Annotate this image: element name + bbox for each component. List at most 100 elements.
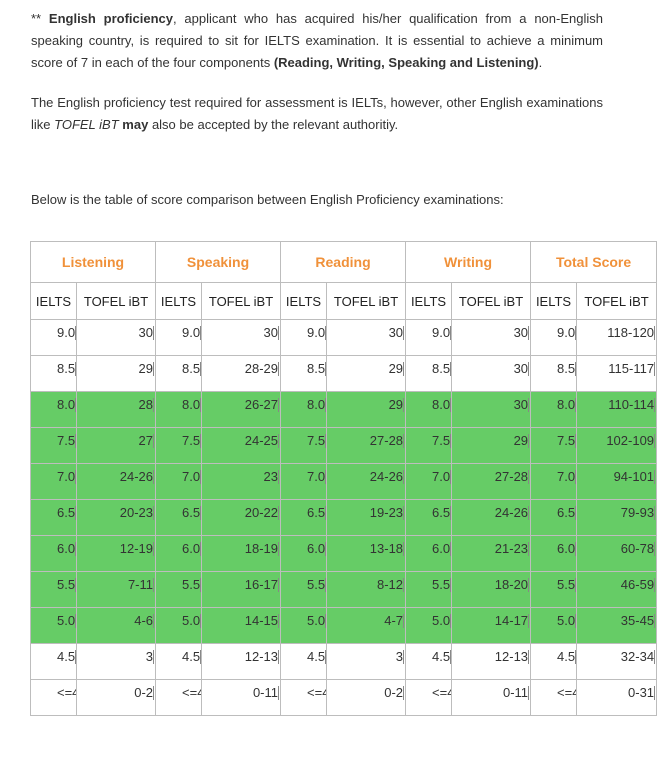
- score-value: 8.0: [57, 397, 76, 412]
- table-row: 6.5 20-23 6.5 20-22 6.5 19-23 6.5 24-26 6.5 79-93: [30, 499, 658, 536]
- ielts-score-cell: 8.5: [30, 355, 77, 392]
- score-value: 0-31: [628, 685, 656, 700]
- score-value: <=4: [432, 686, 451, 700]
- ielts-score-cell: 4.5: [405, 643, 453, 680]
- ielts-score-cell: 6.0: [30, 535, 77, 572]
- score-comparison-table: Listening Speaking Reading Writing Total…: [29, 241, 658, 716]
- toefl-score-cell: 30: [451, 355, 532, 392]
- score-value: 28: [138, 397, 155, 412]
- ielts-score-cell: <=4: [30, 679, 77, 716]
- table-row: 4.5 3 4.5 12-13 4.5 3 4.5 12-13 4.5 32-34: [30, 643, 658, 680]
- ielts-score-cell: 6.0: [530, 535, 578, 572]
- score-value: 14-17: [494, 613, 530, 628]
- score-value: 8.0: [557, 397, 576, 412]
- score-value: 9.0: [57, 325, 76, 340]
- score-value: 21-23: [494, 541, 530, 556]
- ielts-score-cell: 6.5: [405, 499, 453, 536]
- score-value: 0-11: [502, 685, 530, 700]
- toefl-score-cell: 102-109: [576, 427, 658, 464]
- ielts-score-cell: 7.5: [280, 427, 328, 464]
- score-value: 9.0: [182, 325, 201, 340]
- score-value: 115-117: [608, 361, 656, 376]
- score-value: 79-93: [620, 505, 656, 520]
- score-value: 8.5: [182, 361, 201, 376]
- score-value: 5.0: [307, 613, 326, 628]
- score-value: 13-18: [369, 541, 405, 556]
- table-row: 9.0 30 9.0 30 9.0 30 9.0 30 9.0 118-120: [30, 319, 658, 356]
- score-value: 6.0: [432, 541, 451, 556]
- score-value: 7.5: [557, 433, 576, 448]
- ielts-score-cell: 4.5: [280, 643, 328, 680]
- toefl-score-cell: 26-27: [201, 391, 282, 428]
- score-value: 110-114: [608, 397, 656, 412]
- toefl-score-cell: 24-25: [201, 427, 282, 464]
- ielts-score-cell: 7.5: [155, 427, 203, 464]
- ielts-score-cell: 5.5: [280, 571, 328, 608]
- toefl-score-cell: 4-6: [75, 607, 157, 644]
- score-value: 7.5: [57, 433, 76, 448]
- score-value: 4-6: [134, 613, 155, 628]
- score-value: 6.5: [57, 505, 76, 520]
- toefl-score-cell: 28-29: [201, 355, 282, 392]
- p2-text-end: also be accepted by the relevant authori…: [148, 117, 399, 132]
- score-value: 7.5: [182, 433, 201, 448]
- score-value: 5.0: [432, 613, 451, 628]
- score-value: 9.0: [432, 325, 451, 340]
- score-value: 8.5: [307, 361, 326, 376]
- score-value: 4.5: [557, 649, 576, 664]
- score-value: 0-11: [252, 685, 280, 700]
- ielts-score-cell: 7.5: [30, 427, 77, 464]
- english-proficiency-paragraph: ** English proficiency, applicant who ha…: [31, 8, 603, 74]
- score-value: 7.0: [182, 469, 201, 484]
- table-row: 5.5 7-11 5.5 16-17 5.5 8-12 5.5 18-20 5.5 46-59: [30, 571, 658, 608]
- p1-components: (Reading, Writing, Speaking and Listenin…: [273, 55, 539, 70]
- score-value: 4.5: [57, 649, 76, 664]
- toefl-score-cell: 27: [75, 427, 157, 464]
- toefl-score-cell: 29: [326, 355, 407, 392]
- toefl-score-cell: 29: [326, 391, 407, 428]
- ielts-score-cell: 5.0: [155, 607, 203, 644]
- toefl-score-cell: 30: [201, 319, 282, 356]
- score-value: 60-78: [620, 541, 656, 556]
- sub-header-toefl: TOFEL iBT: [576, 282, 658, 320]
- toefl-score-cell: 18-20: [451, 571, 532, 608]
- ielts-score-cell: 4.5: [155, 643, 203, 680]
- toefl-score-cell: 23: [201, 463, 282, 500]
- toefl-score-cell: 110-114: [576, 391, 658, 428]
- ielts-score-cell: 6.0: [405, 535, 453, 572]
- score-value: 32-34: [620, 649, 656, 664]
- score-value: 3: [395, 649, 405, 664]
- p2-text: The English proficiency test required fo…: [31, 95, 603, 132]
- ielts-score-cell: <=4: [405, 679, 453, 716]
- sub-header-ielts: IELTS: [405, 282, 453, 320]
- ielts-score-cell: <=4: [530, 679, 578, 716]
- toefl-score-cell: 27-28: [326, 427, 407, 464]
- header-listening: Listening: [29, 241, 157, 283]
- score-value: 6.5: [432, 505, 451, 520]
- ielts-score-cell: 9.0: [155, 319, 203, 356]
- table-row: 8.5 29 8.5 28-29 8.5 29 8.5 30 8.5 115-117: [30, 355, 658, 392]
- ielts-score-cell: 5.0: [530, 607, 578, 644]
- score-value: 5.5: [307, 577, 326, 592]
- toefl-score-cell: 60-78: [576, 535, 658, 572]
- ielts-score-cell: 8.5: [155, 355, 203, 392]
- score-value: 19-23: [369, 505, 405, 520]
- score-value: 30: [513, 397, 530, 412]
- score-value: 6.5: [182, 505, 201, 520]
- toefl-score-cell: 0-11: [201, 679, 282, 716]
- toefl-score-cell: 24-26: [75, 463, 157, 500]
- score-value: 18-20: [494, 577, 530, 592]
- score-value: 24-26: [119, 469, 155, 484]
- ielts-score-cell: 5.0: [280, 607, 328, 644]
- ielts-score-cell: 7.5: [530, 427, 578, 464]
- ielts-score-cell: 5.5: [530, 571, 578, 608]
- toefl-score-cell: 29: [75, 355, 157, 392]
- score-value: 29: [138, 361, 155, 376]
- ielts-score-cell: 9.0: [405, 319, 453, 356]
- p1-end: .: [538, 55, 543, 70]
- sub-header-row: IELTS TOFEL iBT IELTS TOFEL iBT IELTS TO…: [30, 282, 658, 320]
- score-value: 30: [513, 361, 530, 376]
- toefl-score-cell: 24-26: [451, 499, 532, 536]
- score-value: 12-13: [244, 649, 280, 664]
- ielts-score-cell: 4.5: [30, 643, 77, 680]
